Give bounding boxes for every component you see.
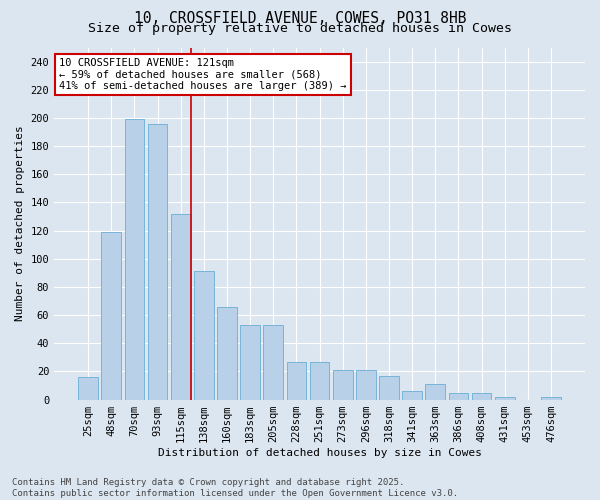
Bar xyxy=(241,325,260,400)
Bar xyxy=(425,384,445,400)
Bar xyxy=(495,397,515,400)
Bar xyxy=(403,391,422,400)
Text: 10, CROSSFIELD AVENUE, COWES, PO31 8HB: 10, CROSSFIELD AVENUE, COWES, PO31 8HB xyxy=(134,11,466,26)
Bar xyxy=(78,377,98,400)
Bar xyxy=(125,120,144,400)
Bar xyxy=(472,392,491,400)
Bar xyxy=(194,272,214,400)
Bar xyxy=(449,392,468,400)
Y-axis label: Number of detached properties: Number of detached properties xyxy=(15,126,25,322)
Bar xyxy=(101,232,121,400)
Bar xyxy=(217,306,237,400)
Bar xyxy=(148,124,167,400)
Bar xyxy=(333,370,353,400)
Text: Contains HM Land Registry data © Crown copyright and database right 2025.
Contai: Contains HM Land Registry data © Crown c… xyxy=(12,478,458,498)
Bar xyxy=(541,397,561,400)
Bar xyxy=(356,370,376,400)
Bar xyxy=(263,325,283,400)
Bar xyxy=(379,376,399,400)
X-axis label: Distribution of detached houses by size in Cowes: Distribution of detached houses by size … xyxy=(158,448,482,458)
Bar xyxy=(310,362,329,400)
Text: 10 CROSSFIELD AVENUE: 121sqm
← 59% of detached houses are smaller (568)
41% of s: 10 CROSSFIELD AVENUE: 121sqm ← 59% of de… xyxy=(59,58,347,92)
Bar xyxy=(287,362,306,400)
Text: Size of property relative to detached houses in Cowes: Size of property relative to detached ho… xyxy=(88,22,512,35)
Bar xyxy=(171,214,191,400)
